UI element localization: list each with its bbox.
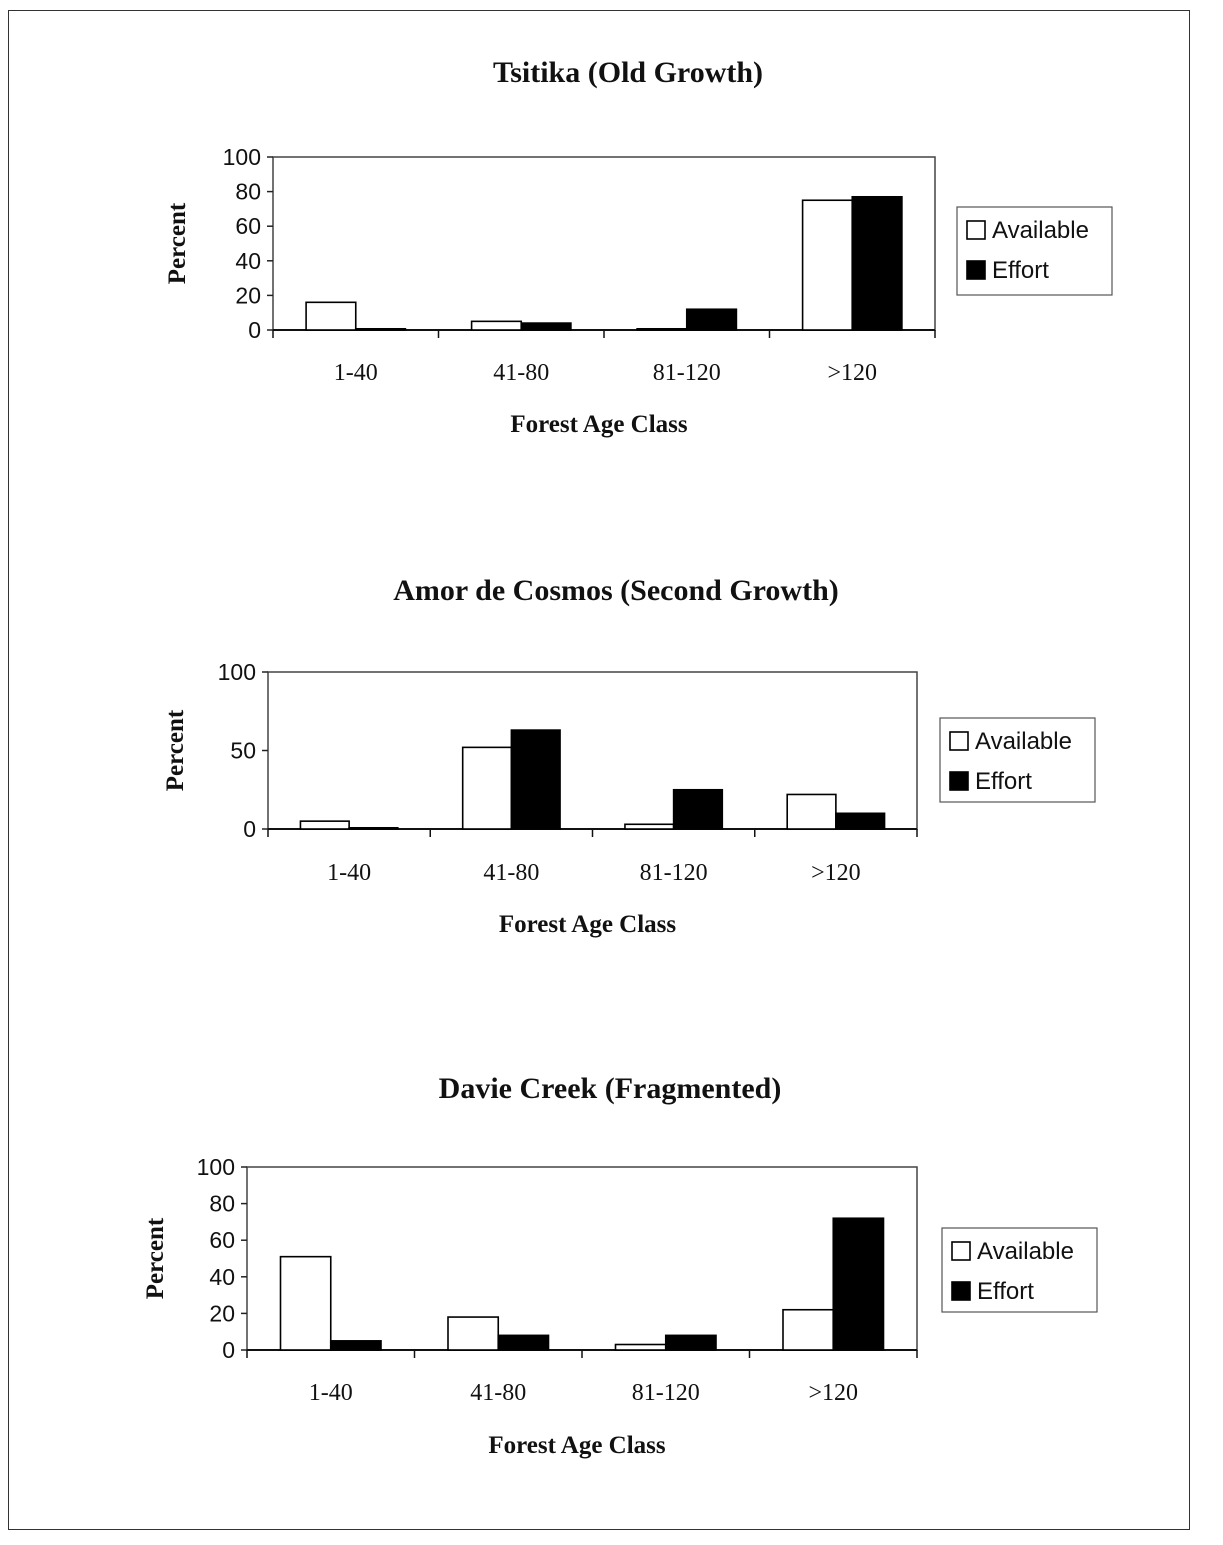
y-tick-label: 20 [235, 282, 261, 308]
legend-label-available: Available [975, 728, 1072, 755]
y-tick-label: 80 [209, 1191, 235, 1217]
x-tick-label: 81-120 [653, 360, 721, 386]
legend-label-effort: Effort [975, 768, 1032, 795]
y-tick-label: 40 [209, 1264, 235, 1290]
y-axis-label: Percent [164, 202, 191, 284]
legend: Available Effort [939, 717, 1096, 803]
legend-label-available: Available [977, 1238, 1074, 1265]
x-tick-label: 1-40 [309, 1380, 353, 1406]
x-tick-label: >120 [808, 1380, 858, 1406]
legend-swatch-available [966, 220, 986, 240]
legend-label-available: Available [992, 217, 1089, 244]
x-tick-label: >120 [827, 360, 877, 386]
bar-available-3 [614, 1343, 667, 1351]
bar-effort-1 [348, 826, 399, 830]
y-tick-label: 0 [222, 1337, 235, 1363]
bar-available-2 [461, 746, 513, 830]
y-tick-label: 20 [209, 1300, 235, 1326]
x-tick-label: 41-80 [493, 360, 549, 386]
chart-2: Amor de Cosmos (Second Growth) 0 50 100 1-40… [162, 574, 1096, 938]
y-axis-label: Percent [142, 1217, 169, 1299]
y-tick-label: 80 [235, 179, 261, 205]
legend: Available Effort [941, 1227, 1098, 1313]
x-axis-label: Forest Age Class [499, 911, 677, 938]
x-tick-label: 41-80 [483, 860, 539, 886]
y-tick-label: 100 [197, 1154, 235, 1180]
bar-effort-3 [685, 308, 738, 331]
bar-effort-4 [832, 1217, 885, 1351]
x-tick-label: >120 [811, 860, 861, 886]
legend-swatch-available [951, 1241, 971, 1261]
x-axis-label: Forest Age Class [488, 1432, 666, 1459]
bar-effort-4 [835, 812, 886, 830]
bar-effort-1 [354, 327, 407, 331]
bar-available-4 [801, 199, 854, 331]
legend-label-effort: Effort [977, 1278, 1034, 1305]
chart-1: Tsitika (Old Growth) 0 20 40 60 80 100 1-40 41-8… [164, 56, 1113, 438]
y-tick-label: 100 [223, 144, 261, 170]
bar-effort-3 [664, 1334, 717, 1351]
legend-swatch-effort [966, 260, 986, 280]
bar-available-4 [786, 793, 837, 830]
chart-title: Amor de Cosmos (Second Growth) [393, 574, 839, 607]
y-tick-label: 40 [235, 248, 261, 274]
bar-available-3 [636, 327, 688, 331]
x-tick-label: 1-40 [327, 860, 371, 886]
bar-effort-4 [851, 195, 903, 331]
x-tick-label: 81-120 [640, 860, 708, 886]
chart-title: Tsitika (Old Growth) [493, 56, 763, 89]
chart-title: Davie Creek (Fragmented) [439, 1072, 782, 1105]
bar-available-1 [279, 1255, 332, 1351]
y-tick-label: 0 [243, 816, 256, 842]
legend-label-effort: Effort [992, 257, 1049, 284]
x-tick-label: 1-40 [334, 360, 378, 386]
x-tick-label: 81-120 [632, 1380, 700, 1406]
legend-swatch-effort [951, 1281, 971, 1301]
bar-effort-1 [329, 1340, 382, 1351]
y-tick-label: 100 [218, 659, 256, 685]
y-axis-label: Percent [162, 709, 189, 791]
x-tick-label: 41-80 [470, 1380, 526, 1406]
x-axis-label: Forest Age Class [510, 411, 688, 438]
bar-available-1 [299, 820, 350, 830]
y-tick-label: 50 [230, 738, 256, 764]
y-tick-label: 0 [248, 317, 261, 343]
y-tick-label: 60 [235, 213, 261, 239]
bar-available-1 [305, 301, 357, 331]
legend: Available Effort [956, 206, 1113, 296]
bar-effort-3 [672, 788, 724, 830]
y-tick-label: 60 [209, 1227, 235, 1253]
bar-effort-2 [520, 322, 572, 331]
bar-available-4 [782, 1308, 835, 1351]
legend-swatch-available [949, 731, 969, 751]
bar-available-2 [470, 320, 523, 331]
bar-effort-2 [510, 729, 561, 830]
chart-3: Davie Creek (Fragmented) 0 20 40 60 80 100 1-40… [142, 1072, 1098, 1459]
plot-area [267, 671, 918, 830]
legend-swatch-effort [949, 771, 969, 791]
bar-available-2 [447, 1316, 500, 1351]
bar-available-3 [624, 823, 675, 830]
bar-effort-2 [497, 1334, 550, 1351]
